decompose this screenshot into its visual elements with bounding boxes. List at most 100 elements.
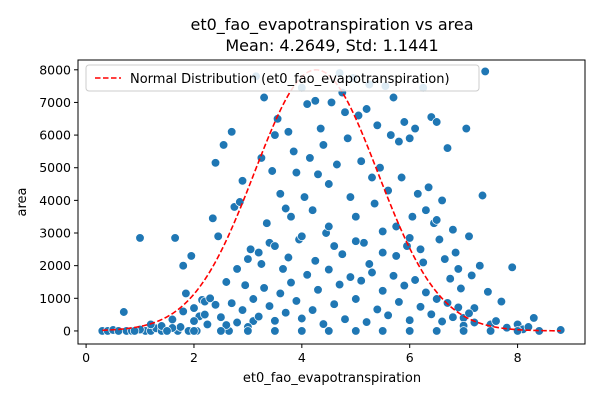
data-point bbox=[178, 261, 188, 271]
data-point bbox=[337, 249, 347, 259]
data-point bbox=[448, 225, 458, 235]
data-point bbox=[399, 280, 409, 291]
data-point bbox=[461, 123, 471, 134]
data-point bbox=[245, 244, 256, 254]
data-point bbox=[378, 286, 388, 296]
data-point bbox=[302, 99, 312, 109]
data-point bbox=[310, 96, 320, 106]
data-point bbox=[324, 326, 334, 336]
y-tick-label: 7000 bbox=[39, 95, 71, 110]
data-point bbox=[270, 241, 280, 251]
data-point bbox=[410, 275, 420, 285]
x-axis-ticks: 0 2 4 6 8 bbox=[82, 344, 522, 365]
x-tick-label: 6 bbox=[406, 350, 414, 365]
data-point bbox=[378, 247, 388, 258]
data-point bbox=[413, 189, 423, 199]
data-point bbox=[464, 231, 474, 241]
data-point bbox=[264, 301, 275, 311]
data-point bbox=[318, 319, 329, 329]
chart-subtitle: Mean: 4.2649, Std: 1.1441 bbox=[225, 36, 438, 55]
data-point bbox=[458, 326, 469, 336]
data-point bbox=[450, 247, 461, 258]
data-point bbox=[318, 140, 329, 150]
data-point bbox=[189, 326, 199, 336]
data-point bbox=[383, 310, 393, 320]
x-tick-label: 4 bbox=[298, 350, 306, 365]
data-point bbox=[512, 326, 523, 336]
data-point bbox=[391, 251, 401, 261]
data-point bbox=[259, 283, 269, 293]
data-point bbox=[119, 307, 129, 317]
data-point bbox=[394, 136, 404, 147]
data-point bbox=[464, 308, 474, 318]
data-point bbox=[129, 326, 140, 336]
data-point bbox=[324, 264, 334, 275]
data-point bbox=[289, 146, 299, 157]
data-point bbox=[307, 305, 318, 315]
data-point bbox=[243, 254, 253, 264]
data-point bbox=[216, 312, 226, 322]
data-point bbox=[181, 288, 191, 299]
data-point bbox=[415, 244, 426, 254]
data-point bbox=[437, 316, 447, 327]
data-point bbox=[189, 303, 199, 313]
data-point bbox=[491, 316, 501, 326]
data-point bbox=[299, 192, 310, 202]
data-point bbox=[361, 317, 372, 327]
data-point bbox=[448, 312, 458, 322]
data-point bbox=[507, 262, 517, 272]
data-point bbox=[329, 241, 339, 251]
data-point bbox=[334, 279, 345, 290]
data-point bbox=[178, 306, 188, 317]
data-point bbox=[291, 167, 302, 178]
data-point bbox=[291, 296, 302, 306]
data-point bbox=[369, 198, 380, 209]
data-point bbox=[434, 234, 445, 245]
data-point bbox=[324, 221, 334, 232]
data-point bbox=[310, 256, 320, 266]
data-point bbox=[432, 326, 442, 336]
data-point bbox=[113, 326, 124, 336]
data-point bbox=[270, 130, 280, 140]
data-point bbox=[556, 325, 566, 335]
data-point bbox=[364, 259, 374, 269]
data-point bbox=[281, 308, 291, 318]
data-point bbox=[313, 285, 323, 295]
data-point bbox=[167, 314, 178, 325]
data-point bbox=[345, 192, 356, 202]
data-point bbox=[423, 182, 434, 192]
data-point bbox=[343, 133, 353, 143]
data-point bbox=[475, 261, 485, 271]
data-point bbox=[237, 305, 248, 315]
data-point bbox=[405, 326, 415, 336]
data-point bbox=[262, 218, 272, 228]
y-tick-label: 6000 bbox=[39, 128, 71, 143]
data-point bbox=[523, 322, 534, 332]
data-point bbox=[200, 309, 210, 320]
data-point bbox=[394, 297, 404, 307]
data-point bbox=[421, 205, 431, 215]
data-point bbox=[367, 172, 377, 183]
y-axis-ticks: 0 1000 2000 3000 4000 5000 6000 7000 8000 bbox=[39, 62, 78, 338]
legend-entry-normal-distribution: Normal Distribution (et0_fao_evapotransp… bbox=[130, 72, 450, 87]
scatter-points bbox=[97, 66, 566, 336]
y-tick-label: 3000 bbox=[39, 226, 71, 241]
data-point bbox=[340, 107, 350, 117]
x-tick-label: 0 bbox=[82, 350, 90, 365]
data-point bbox=[202, 319, 213, 330]
data-point bbox=[243, 326, 253, 336]
data-point bbox=[351, 294, 361, 304]
data-point bbox=[135, 233, 145, 243]
data-point bbox=[432, 215, 442, 225]
data-point bbox=[356, 276, 366, 286]
data-point bbox=[302, 270, 312, 280]
data-point bbox=[453, 302, 463, 313]
data-point bbox=[237, 176, 248, 186]
data-point bbox=[218, 140, 229, 150]
data-point bbox=[345, 272, 356, 282]
legend-box bbox=[85, 64, 480, 92]
data-point bbox=[415, 302, 426, 312]
data-point bbox=[445, 274, 455, 284]
data-point bbox=[283, 252, 294, 263]
